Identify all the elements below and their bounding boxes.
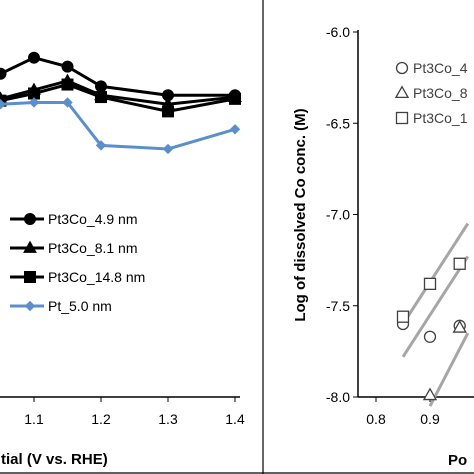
series-pt-5-0-nm [0, 97, 241, 155]
legend-entry: Pt3Co_8.1 nm [10, 240, 138, 256]
data-point [423, 277, 437, 291]
legend-marker [395, 111, 409, 125]
legend-marker [23, 240, 37, 253]
series-line [0, 82, 236, 113]
right-legend: Pt3Co_4 Pt3Co_8 Pt3Co_1 [394, 60, 468, 126]
data-point [28, 51, 40, 64]
left-x-tick-label: 1.1 [24, 411, 44, 427]
data-point [423, 330, 437, 343]
data-point [422, 387, 438, 401]
legend-entry: Pt3Co_8 [394, 85, 468, 101]
right-y-tick-label: -6.0 [326, 24, 350, 40]
right-y-tick-label: -7.5 [326, 298, 350, 314]
legend-label: Pt3Co_8.1 nm [48, 240, 138, 256]
data-point [28, 97, 40, 108]
left-x-tick-label: 1.2 [91, 411, 111, 427]
data-point [61, 60, 74, 73]
right-y-axis-label: Log of dissolved Co conc. (M) [292, 108, 309, 321]
right-y-tick-label: -8.0 [326, 389, 350, 405]
legend-entry: Pt3Co_4.9 nm [10, 211, 138, 227]
legend-entry: Pt_5.0 nm [10, 298, 112, 314]
data-point [229, 124, 241, 135]
series-line [0, 79, 236, 106]
data-point [95, 91, 107, 104]
right-y-tick-label: -7.0 [326, 207, 350, 223]
legend-marker [24, 213, 36, 225]
right-x-ticks: 0.8 0.9 [366, 397, 440, 427]
series-pt3co-8 [422, 320, 467, 401]
left-x-tick-label: 1.3 [158, 411, 178, 427]
series-pt3co-1 [396, 257, 466, 323]
left-x-ticks: 1.1 1.2 1.3 1.4 [24, 397, 245, 427]
legend-label: Pt3Co_4 [413, 60, 468, 76]
data-point [0, 99, 6, 110]
legend-label: Pt3Co_4.9 nm [48, 211, 138, 227]
data-point [452, 320, 467, 333]
data-point [162, 105, 174, 118]
legend-entry: Pt3Co_4 [395, 60, 468, 76]
left-x-tick-label: 1.4 [225, 411, 245, 427]
legend-entry: Pt3Co_14.8 nm [10, 269, 145, 285]
right-trendlines [401, 222, 470, 407]
right-y-ticks: -8.0 -7.5 -7.0 -6.5 -6.0 [326, 24, 358, 405]
trendline [401, 255, 470, 358]
right-series-layer [396, 257, 467, 401]
data-point [162, 143, 174, 155]
legend-label: Pt3Co_14.8 nm [48, 269, 145, 285]
trendline [401, 222, 470, 325]
right-plot: -8.0-7.5-7.0-6.5-6.0 0.8 0.9 Pt3Co_4Pt3Co… [292, 24, 474, 469]
legend-marker [24, 300, 36, 312]
right-y-tick-label: -6.5 [326, 115, 350, 131]
legend-label: Pt3Co_1 [413, 110, 468, 126]
data-point [0, 67, 7, 80]
legend-label: Pt3Co_8 [413, 85, 468, 101]
series-line [0, 56, 235, 97]
data-point [396, 310, 410, 323]
right-x-tick-label: 0.9 [420, 411, 440, 427]
right-x-tick-label: 0.8 [366, 411, 386, 427]
trendline [428, 332, 470, 407]
left-x-axis-label: tial (V vs. RHE) [1, 451, 108, 468]
legend-entry: Pt3Co_1 [395, 110, 468, 126]
data-point [62, 97, 73, 108]
left-legend: Pt3Co_4.9 nm Pt3Co_8.1 nm Pt3Co_14.8 nm Pt_… [10, 211, 145, 314]
legend-marker [394, 85, 410, 99]
right-x-axis-label: Po [448, 452, 467, 469]
data-point [453, 257, 466, 270]
data-point [95, 140, 107, 151]
data-point [61, 78, 74, 91]
legend-marker [395, 61, 409, 75]
legend-marker [24, 271, 36, 283]
left-series-layer [0, 51, 242, 155]
series-line [0, 100, 236, 151]
data-point [229, 92, 241, 105]
legend-label: Pt_5.0 nm [48, 298, 112, 314]
